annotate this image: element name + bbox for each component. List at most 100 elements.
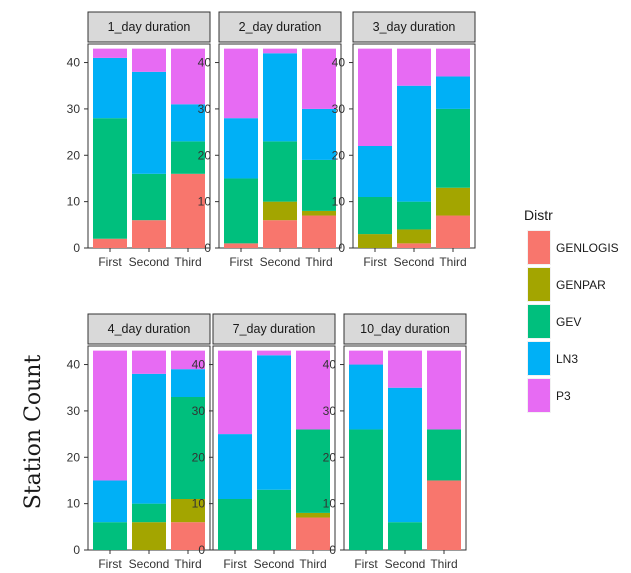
bar-segment-genpar [397, 229, 431, 243]
y-tick-label: 40 [67, 358, 81, 372]
bar-segment-gev [397, 202, 431, 230]
bar-segment-genlogis [436, 216, 470, 248]
bar-segment-gev [349, 429, 383, 550]
x-tick-label: Third [174, 255, 201, 269]
x-tick-label: Second [129, 557, 170, 571]
bar-segment-p3 [349, 351, 383, 365]
bar-segment-ln3 [263, 53, 297, 141]
facet-title: 1_day duration [108, 20, 191, 34]
y-tick-label: 40 [198, 56, 212, 70]
bar-segment-gev [93, 522, 127, 550]
bar-segment-ln3 [436, 76, 470, 108]
x-tick-label: First [363, 255, 387, 269]
legend-label: GENPAR [556, 278, 606, 292]
y-tick-label: 30 [323, 404, 337, 418]
x-tick-label: Third [299, 557, 326, 571]
y-tick-label: 40 [323, 358, 337, 372]
bar-segment-gev [358, 197, 392, 234]
bar-segment-ln3 [218, 434, 252, 499]
legend-swatch [528, 231, 550, 264]
legend-swatch [528, 342, 550, 375]
bar-segment-ln3 [132, 374, 166, 504]
facet-panel: 3_day duration 0 10 20 30 40 First Second Third [332, 12, 475, 269]
bar-segment-p3 [263, 49, 297, 54]
x-tick-label: First [98, 557, 122, 571]
bar-segment-p3 [93, 49, 127, 58]
y-tick-label: 20 [323, 450, 337, 464]
bar-segment-genlogis [302, 216, 336, 248]
bar-segment-ln3 [397, 86, 431, 202]
bar-segment-p3 [358, 49, 392, 146]
bar-segment-gev [93, 118, 127, 239]
y-tick-label: 30 [332, 102, 346, 116]
bar-segment-gev [263, 141, 297, 201]
bar-segment-ln3 [358, 146, 392, 197]
y-tick-label: 20 [198, 148, 212, 162]
bar-segment-ln3 [224, 118, 258, 178]
bar-segment-p3 [427, 351, 461, 430]
y-tick-label: 20 [332, 148, 346, 162]
facet-panel: 2_day duration010203040First Second Third [198, 12, 341, 269]
legend-label: GENLOGIS [556, 241, 619, 255]
y-tick-label: 10 [198, 195, 212, 209]
x-tick-label: Third [439, 255, 466, 269]
y-tick-label: 30 [192, 404, 206, 418]
legend-label: P3 [556, 389, 571, 403]
bar-segment-gev [436, 109, 470, 188]
bar-segment-ln3 [132, 72, 166, 174]
y-axis-label: Station Count [21, 355, 46, 510]
legend-label: GEV [556, 315, 581, 329]
bar-segment-genpar [132, 522, 166, 550]
bar-segment-genpar [436, 188, 470, 216]
facet-panel: 1_day duration 0 10 20 30 40 First Second Third [67, 12, 210, 269]
x-tick-label: First [223, 557, 247, 571]
bar-segment-ln3 [388, 388, 422, 522]
bar-segment-genpar [358, 234, 392, 248]
bar-segment-genlogis [427, 480, 461, 550]
bar-segment-gev [132, 504, 166, 523]
legend-swatch [528, 379, 550, 412]
y-tick-label: 40 [67, 56, 81, 70]
bar-segment-genlogis [93, 239, 127, 248]
bar-segment-gev [388, 522, 422, 550]
y-tick-label: 30 [67, 404, 81, 418]
bar-segment-p3 [257, 351, 291, 356]
x-tick-label: Third [174, 557, 201, 571]
y-tick-label: 10 [192, 497, 206, 511]
y-tick-label: 30 [67, 102, 81, 116]
legend-item: LN3 [527, 341, 578, 376]
bar-segment-p3 [132, 49, 166, 72]
y-tick-label: 10 [67, 195, 81, 209]
bar-segment-genlogis [132, 220, 166, 248]
bar-segment-gev [224, 178, 258, 243]
y-tick-label: 0 [204, 241, 211, 255]
bar-segment-gev [257, 490, 291, 550]
legend-item: P3 [527, 378, 571, 413]
x-tick-label: Third [305, 255, 332, 269]
bar-segment-genlogis [263, 220, 297, 248]
y-tick-label: 0 [198, 543, 205, 557]
bar-segment-p3 [397, 49, 431, 86]
bar-segment-gev [427, 429, 461, 480]
bar-segment-genlogis [224, 243, 258, 248]
legend-title: Distr [524, 207, 553, 223]
y-tick-label: 40 [192, 358, 206, 372]
bar-segment-gev [132, 174, 166, 220]
x-tick-label: Second [260, 255, 301, 269]
y-tick-label: 30 [198, 102, 212, 116]
x-tick-label: Second [254, 557, 295, 571]
y-tick-label: 10 [67, 497, 81, 511]
y-tick-label: 20 [67, 148, 81, 162]
y-tick-label: 0 [73, 543, 80, 557]
facet-title: 10_day duration [360, 322, 450, 336]
bar-segment-p3 [218, 351, 252, 434]
y-tick-label: 10 [323, 497, 337, 511]
facet-title: 3_day duration [373, 20, 456, 34]
y-tick-label: 0 [338, 241, 345, 255]
legend: Distr GENLOGIS GENPAR GEV LN3 P3 [524, 207, 619, 413]
facet-panel: 7_day duration 0 10 20 30 40 First Second Third [192, 314, 335, 571]
bar-segment-genlogis [397, 243, 431, 248]
bar-segment-gev [218, 499, 252, 550]
bar-segment-ln3 [171, 369, 205, 397]
bar-segment-p3 [436, 49, 470, 77]
